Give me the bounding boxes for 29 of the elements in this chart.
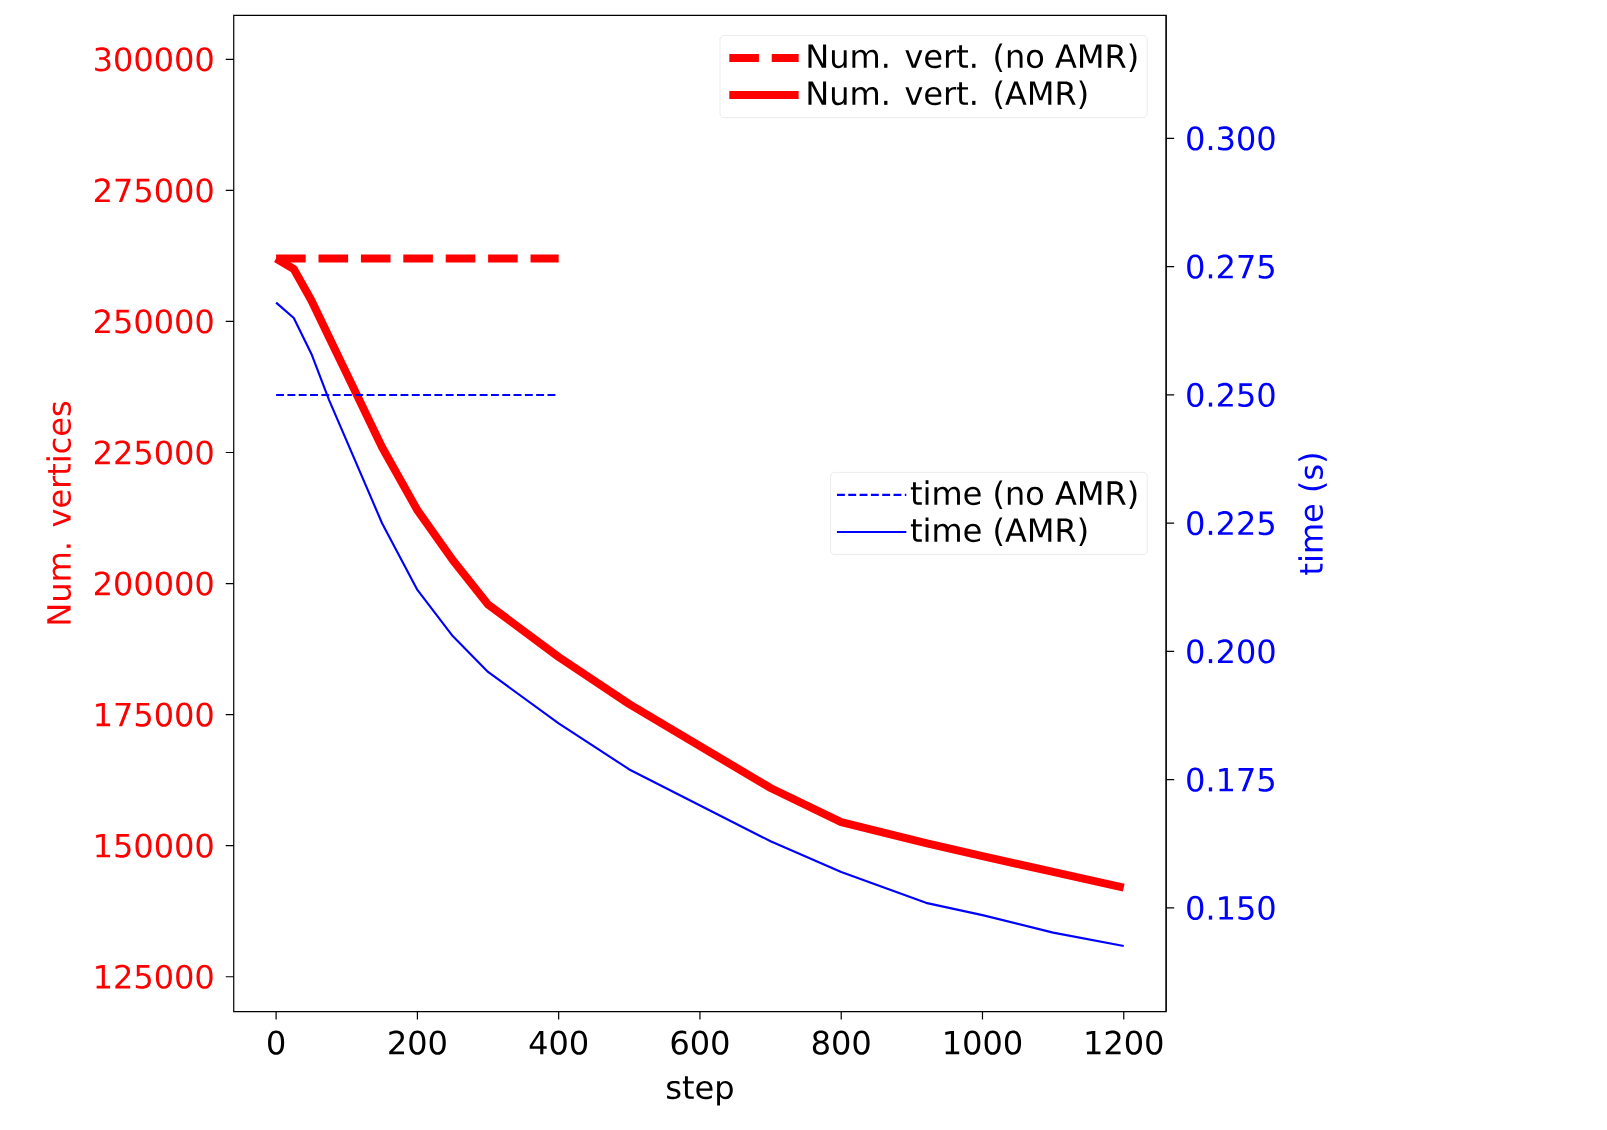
y2-tick-label: 0.275	[1187, 254, 1274, 279]
y-tick-label: 200000	[95, 571, 213, 596]
legend-label: Num. vert. (no AMR)	[808, 43, 1137, 73]
x-tick-label: 1000	[945, 1030, 1022, 1055]
x-tick-label: 1200	[1086, 1030, 1163, 1055]
y2-tick-label: 0.200	[1187, 639, 1275, 664]
y-tick-label: 275000	[95, 178, 213, 203]
y-tick-label: 300000	[95, 47, 213, 72]
y2-tick-label: 0.250	[1187, 382, 1275, 408]
y-tick-label: 150000	[96, 833, 213, 858]
legend-label: time (no AMR)	[910, 480, 1137, 509]
y-tick-label: 175000	[96, 702, 213, 727]
y-axis-title: Num. vertices	[46, 401, 72, 624]
legend-label: time (AMR)	[910, 517, 1087, 546]
x-tick-label: 600	[671, 1030, 729, 1055]
y-tick-label: 250000	[95, 309, 213, 334]
x-axis-title: step	[667, 1076, 733, 1106]
y-tick-label: 125000	[96, 964, 213, 989]
y2-tick-label: 0.175	[1187, 767, 1274, 792]
y2-axis-title: time (s)	[1298, 454, 1327, 575]
x-tick-label: 200	[389, 1030, 446, 1055]
y2-tick-label: 0.225	[1187, 511, 1274, 536]
y-tick-label: 225000	[95, 440, 213, 465]
y2-tick-label: 0.150	[1187, 895, 1275, 921]
x-tick-label: 400	[529, 1030, 588, 1055]
y2-tick-label: 0.300	[1187, 126, 1275, 151]
x-tick-label: 800	[812, 1030, 870, 1055]
x-tick-label: 0	[268, 1030, 285, 1055]
legend-label: Num. vert. (AMR)	[808, 80, 1087, 110]
